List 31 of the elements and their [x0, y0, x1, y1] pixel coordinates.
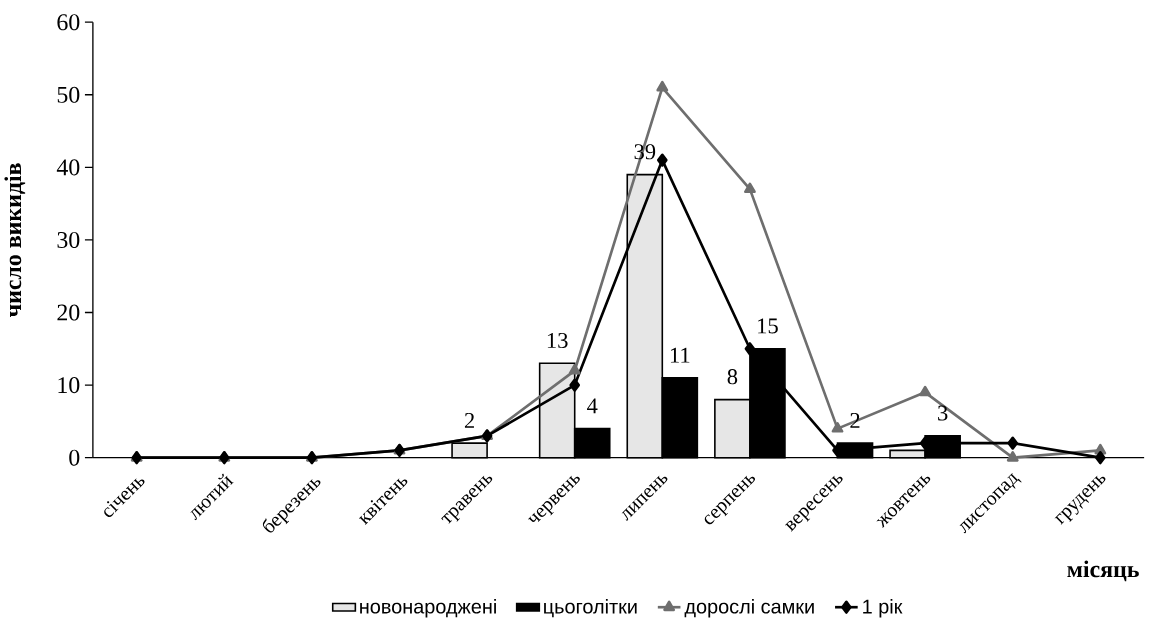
y-tick-label: 50 — [57, 86, 80, 103]
point — [656, 80, 669, 92]
legend-label: цьоголітки — [544, 598, 637, 618]
point — [1095, 450, 1106, 465]
y-tick-label: 20 — [57, 304, 80, 321]
point — [568, 363, 581, 375]
data-label: 2 — [464, 412, 474, 428]
data-label: 15 — [758, 318, 778, 334]
point — [569, 378, 581, 392]
legend-label: дорослі самки — [684, 598, 814, 618]
data-label: 3 — [938, 405, 948, 421]
point — [1007, 436, 1019, 450]
data-label: 8 — [727, 368, 738, 385]
y-tick-label: 40 — [56, 159, 80, 176]
x-axis-title: місяць — [1067, 560, 1139, 582]
y-tick-label: 60 — [57, 14, 80, 31]
y-axis-title: число викидів — [4, 163, 26, 317]
point — [1006, 450, 1019, 462]
point — [831, 421, 844, 433]
data-label: 13 — [547, 332, 568, 348]
y-tick-label: 10 — [58, 376, 80, 393]
point — [743, 182, 756, 193]
y-tick-label: 0 — [69, 449, 80, 466]
point — [657, 153, 668, 167]
data-label: 11 — [670, 347, 690, 363]
point — [744, 342, 756, 356]
legend-label: новонароджені — [360, 598, 496, 618]
y-tick-label: 30 — [57, 231, 80, 248]
point — [919, 385, 932, 397]
legend-label: 1 рік — [863, 598, 903, 618]
data-label: 4 — [587, 398, 598, 414]
